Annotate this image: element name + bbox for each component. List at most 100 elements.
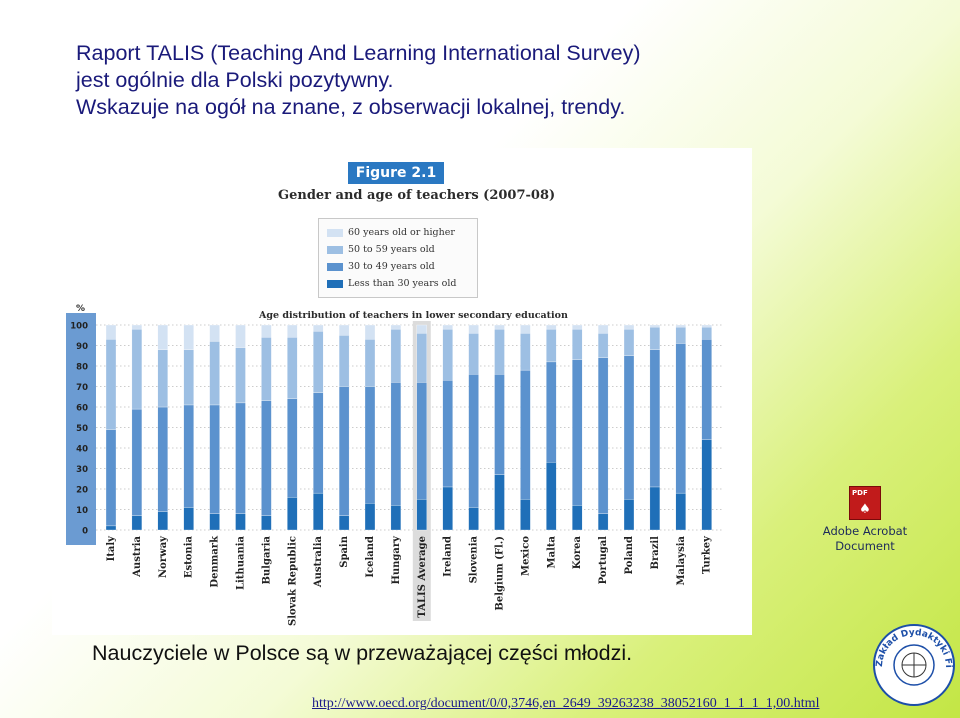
bar-segment [105, 339, 117, 430]
legend-item: 60 years old or higher [327, 227, 455, 238]
bar-segment [235, 347, 246, 404]
bar-segment [261, 515, 272, 531]
legend-swatch [327, 279, 343, 288]
y-tick-label: 50 [76, 424, 88, 434]
source-link[interactable]: http://www.oecd.org/document/0/0,3746,en… [312, 696, 820, 711]
pdf-icon[interactable]: PDF ♠ [849, 486, 881, 520]
acrobat-attachment[interactable]: PDF ♠ Adobe Acrobat Document [822, 486, 908, 554]
bar-segment [390, 328, 402, 383]
bar-segment [675, 324, 686, 328]
bar-segment [235, 324, 246, 348]
bar-segment [468, 507, 479, 531]
bar-segment [157, 511, 168, 531]
x-tick-label: Bulgaria [261, 535, 272, 584]
intro-line-1: Raport TALIS (Teaching And Learning Inte… [76, 41, 641, 65]
bar-segment [131, 408, 143, 516]
x-tick-label: Ireland [443, 536, 454, 577]
bar-segment [209, 513, 220, 531]
x-tick-label: Hungary [391, 535, 402, 585]
bar-segment [520, 369, 531, 500]
bar-segment [623, 328, 635, 356]
bar-segment [235, 402, 246, 514]
x-tick-label: Belgium (Fl.) [495, 536, 506, 611]
x-tick-label: Slovak Republic [287, 536, 298, 626]
bar-segment [468, 374, 479, 508]
bar-segment [105, 525, 117, 531]
bar-segment [701, 326, 712, 340]
x-tick-label: Portugal [598, 536, 609, 585]
bar-segment [468, 333, 479, 375]
bar-segment [442, 328, 453, 381]
x-tick-label: TALIS Average [417, 536, 428, 618]
legend-label: 30 to 49 years old [348, 261, 435, 272]
bar-segment [157, 349, 168, 408]
bar-segment [623, 499, 635, 531]
y-tick-label: 30 [76, 465, 88, 475]
bar-segment [546, 328, 557, 363]
bar-segment [313, 392, 324, 494]
x-tick-label: Australia [313, 535, 324, 588]
y-tick-label: 100 [70, 322, 88, 332]
figure-panel: Figure 2.1 Gender and age of teachers (2… [52, 148, 752, 635]
x-tick-label: Estonia [184, 535, 195, 578]
bar-segment [442, 324, 453, 330]
bar-segment [338, 335, 350, 387]
bar-segment [416, 324, 427, 334]
bar-segment [364, 339, 376, 387]
bar-segment [313, 492, 324, 531]
intro-line-3: Wskazuje na ogół na znane, z obserwacji … [76, 95, 626, 119]
y-tick-label: 60 [76, 404, 88, 414]
legend-swatch [327, 245, 343, 254]
bar-segment [338, 386, 350, 516]
bar-segment [287, 398, 298, 498]
bar-segment [261, 337, 272, 402]
bar-segment [313, 324, 324, 332]
bar-segment [313, 330, 324, 393]
bar-segment [364, 386, 376, 504]
y-tick-label: 70 [76, 383, 88, 393]
bar-segment [442, 486, 453, 531]
bar-segment [390, 382, 402, 506]
bar-segment [623, 324, 635, 330]
legend-item: 50 to 59 years old [327, 244, 435, 255]
bar-segment [546, 462, 557, 531]
bar-segment [701, 439, 712, 531]
y-axis-label: % [76, 304, 85, 314]
bar-segment [261, 324, 272, 338]
x-tick-label: Austria [132, 535, 143, 577]
attachment-label[interactable]: Adobe Acrobat Document [822, 524, 908, 554]
bar-segment [390, 505, 402, 531]
x-tick-label: Poland [624, 536, 635, 574]
chart-title: Age distribution of teachers in lower se… [258, 310, 568, 321]
figure-title: Gender and age of teachers (2007-08) [278, 188, 556, 203]
bar-segment [131, 324, 143, 330]
bar-segment [416, 499, 427, 531]
bar-segment [157, 324, 168, 350]
bar-segment [183, 507, 194, 531]
bar-segment [597, 333, 609, 358]
x-tick-label: Slovenia [469, 535, 480, 583]
bar-segment [416, 333, 427, 383]
bar-segment [572, 324, 583, 330]
bar-segment [520, 499, 531, 531]
bar-segment [287, 337, 298, 399]
legend-label: 60 years old or higher [348, 227, 455, 238]
chart-legend: 60 years old or higher 50 to 59 years old… [318, 218, 478, 298]
bar-segment [209, 404, 220, 514]
x-tick-label: Italy [106, 535, 117, 562]
y-tick-label: 0 [82, 527, 88, 537]
bar-segment [597, 513, 609, 531]
bar-segment [494, 474, 505, 531]
bar-segment [675, 492, 686, 531]
y-tick-label: 10 [76, 506, 88, 516]
bar-segment [209, 324, 220, 342]
bar-segment [623, 355, 635, 500]
department-seal-icon: Zakład Dydaktyki Fizyki [872, 623, 955, 706]
legend-swatch [327, 228, 343, 237]
bar-segment [494, 328, 505, 375]
bar-segment [338, 324, 350, 336]
bar-segment [105, 324, 117, 340]
bar-segment [183, 324, 194, 350]
y-tick-label: 90 [76, 342, 88, 352]
bar-segment [105, 429, 117, 527]
